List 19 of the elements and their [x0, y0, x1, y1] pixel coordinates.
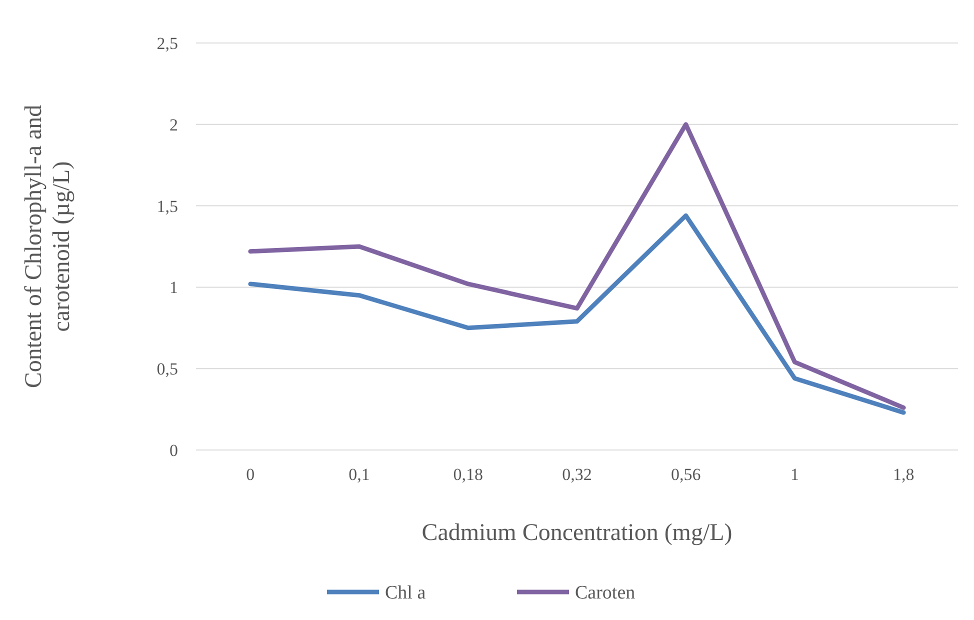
- line-series: [248, 213, 906, 415]
- x-tick-label: 1,8: [892, 465, 914, 484]
- line-series: [248, 122, 906, 410]
- y-tick-label: 0: [170, 440, 178, 460]
- x-axis-title: Cadmium Concentration (mg/L): [422, 520, 732, 546]
- y-tick-label: 2: [170, 115, 178, 134]
- x-tick-label: 0: [246, 465, 255, 484]
- x-tick-label: 0,56: [670, 465, 701, 484]
- legend-label: Chl a: [385, 582, 426, 604]
- y-tick-label: 1: [170, 278, 178, 298]
- y-tick-label: 0,5: [156, 360, 178, 379]
- x-tick-label: 0,1: [348, 465, 370, 484]
- y-tick-label: 2,5: [156, 34, 178, 53]
- legend-label: Caroten: [575, 582, 636, 604]
- y-axis-title: Content of Chlorophyll-a and carotenoid (µg/L): [21, 104, 75, 388]
- y-tick-label: 1,5: [156, 196, 178, 216]
- x-tick-label: 0,18: [453, 465, 484, 484]
- x-tick-label: 1: [790, 465, 799, 484]
- x-tick-label: 0,32: [562, 465, 592, 484]
